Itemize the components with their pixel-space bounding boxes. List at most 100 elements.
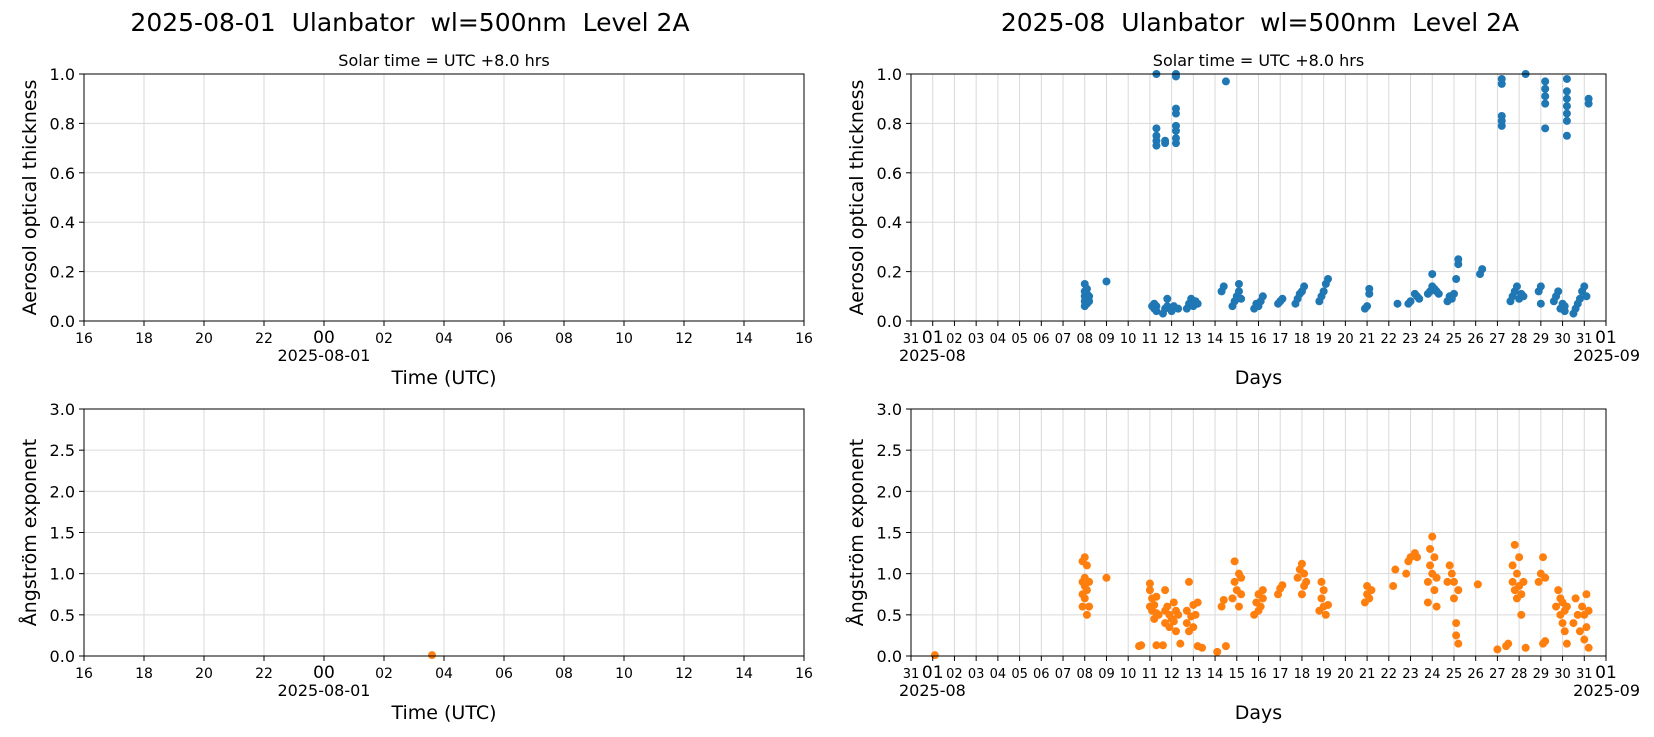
aod-monthly-point [1428, 270, 1437, 279]
ae-monthly-point [930, 651, 939, 660]
ae-monthly-point [1317, 594, 1326, 603]
aod-monthly-point [1560, 307, 1569, 316]
aod-monthly-xtick-label: 03 [968, 332, 985, 347]
aod-monthly-ytick-label: 0.2 [877, 263, 902, 282]
ae-monthly-point [1258, 594, 1267, 603]
aod-daily-xtick-label: 06 [495, 331, 513, 347]
ae-daily-xtick-label: 08 [555, 666, 573, 682]
aod-monthly-point [1393, 299, 1402, 308]
ae-monthly-point [1219, 596, 1228, 605]
ae-monthly-xtick-label: 13 [1185, 667, 1202, 682]
ae-monthly-point [1193, 598, 1202, 607]
ae-monthly-point [1432, 602, 1441, 611]
aod-monthly-point [1562, 109, 1571, 118]
ae-monthly-xtick-label: 16 [1250, 667, 1267, 682]
ae-monthly-point [1297, 590, 1306, 599]
ae-daily-xtick-label: 10 [615, 666, 633, 682]
ae-monthly-xtick-label: 30 [1554, 667, 1571, 682]
ae-monthly-point [1365, 594, 1374, 603]
aod-monthly-point [1541, 77, 1550, 86]
aod-monthly-xlabel: Days [1235, 367, 1282, 389]
ae-monthly-point [1413, 553, 1422, 562]
ae-monthly-xtick-label: 08 [1076, 667, 1093, 682]
aod-monthly-point [1497, 74, 1506, 83]
aod-monthly-xtick-label: 14 [1207, 332, 1224, 347]
aod-monthly-xtick-label: 25 [1446, 332, 1463, 347]
aod-monthly-point [1152, 131, 1161, 140]
ae-monthly-point [1521, 643, 1530, 652]
aod-monthly-point [1258, 292, 1267, 301]
aod-monthly-point [1319, 287, 1328, 296]
ae-monthly-point [1534, 577, 1543, 586]
aod-monthly-xtick-label: 30 [1554, 332, 1571, 347]
ae-monthly-xtick-label: 06 [1033, 667, 1050, 682]
ae-monthly-xtick-label: 18 [1294, 667, 1311, 682]
ae-monthly-point [1300, 569, 1309, 578]
aod-monthly-point [1161, 136, 1170, 145]
aod-monthly-point [1562, 116, 1571, 125]
aod-daily-ytick-label: 0.8 [50, 114, 75, 133]
aod-monthly-point [1219, 282, 1228, 291]
ae-daily-ytick-label: 3.0 [50, 400, 75, 419]
aod-monthly-xtick-label: 01 [922, 328, 944, 348]
ae-monthly-point [1102, 573, 1111, 582]
aod-monthly-point [1562, 87, 1571, 96]
aod-monthly-point [1234, 279, 1243, 288]
aod-monthly-xtick-label: 01 [1595, 328, 1617, 348]
aod-monthly-xtick-label: 31 [903, 332, 920, 347]
ae-daily-ytick-label: 0.5 [50, 606, 75, 625]
ae-daily-xtick-label: 04 [435, 666, 453, 682]
ae-monthly-point [1423, 577, 1432, 586]
ae-monthly-xtick-label: 09 [1098, 667, 1115, 682]
aod-monthly-point [1237, 294, 1246, 303]
aod-monthly-point [1541, 84, 1550, 93]
ae-monthly-point [1367, 586, 1376, 595]
aod-monthly-xtick-label: 12 [1163, 332, 1180, 347]
ae-monthly-point [1176, 639, 1185, 648]
aod-monthly-ytick-label: 0.6 [877, 164, 902, 183]
ae-monthly-point [1447, 569, 1456, 578]
ae-monthly-xtick-label: 03 [968, 667, 985, 682]
ae-monthly-point [1230, 577, 1239, 586]
ae-monthly-xtick-label: 24 [1424, 667, 1441, 682]
aod-daily-xlabel: Time (UTC) [390, 367, 496, 389]
aod-monthly-point [1452, 275, 1461, 284]
aod-monthly-point [1536, 299, 1545, 308]
aod-monthly-ytick-label: 0.0 [877, 312, 902, 331]
aod-daily-xtick-label: 10 [615, 331, 633, 347]
aod-monthly-point [1171, 134, 1180, 143]
aod-monthly-point [1163, 294, 1172, 303]
aod-monthly-xtick-label: 16 [1250, 332, 1267, 347]
ae-monthly-point [1169, 598, 1178, 607]
aod-monthly-point [1085, 292, 1094, 301]
ae-monthly-ytick-label: 0.0 [877, 647, 902, 666]
ae-monthly-xtick-label: 21 [1359, 667, 1376, 682]
ae-daily-xtick-label: 16 [795, 666, 813, 682]
ae-monthly-point [1082, 610, 1091, 619]
ae-daily-ytick-label: 1.0 [50, 565, 75, 584]
ae-monthly-point [1445, 561, 1454, 570]
aod-daily-xtick-label: 08 [555, 331, 573, 347]
aod-monthly-point [1554, 287, 1563, 296]
ae-monthly-point [1080, 594, 1089, 603]
aod-daily-date-label: 2025-08-01 [278, 346, 371, 365]
ae-monthly-point [1426, 544, 1435, 553]
ae-monthly-point [1508, 577, 1517, 586]
aod-daily-xtick-label: 16 [795, 331, 813, 347]
ae-monthly-point [1452, 631, 1461, 640]
ae-monthly-point [1584, 606, 1593, 615]
aod-monthly-point [1541, 92, 1550, 101]
aod-daily-xtick-label: 04 [435, 331, 453, 347]
aod-daily-xtick-label: 14 [735, 331, 753, 347]
ae-monthly-ylabel: Ångström exponent [845, 439, 868, 627]
ae-monthly-point [1174, 610, 1183, 619]
aod-monthly-point [1171, 104, 1180, 113]
ae-monthly-month-end-label: 2025-09 [1573, 681, 1640, 700]
ae-monthly-point [1278, 581, 1287, 590]
aod-monthly-xtick-label: 22 [1381, 332, 1398, 347]
aod-monthly-point [1497, 111, 1506, 120]
aod-monthly-subtitle: Solar time = UTC +8.0 hrs [1153, 51, 1364, 70]
aod-daily-subtitle: Solar time = UTC +8.0 hrs [338, 51, 549, 70]
aod-monthly-xtick-label: 21 [1359, 332, 1376, 347]
ae-monthly-point [1512, 569, 1521, 578]
